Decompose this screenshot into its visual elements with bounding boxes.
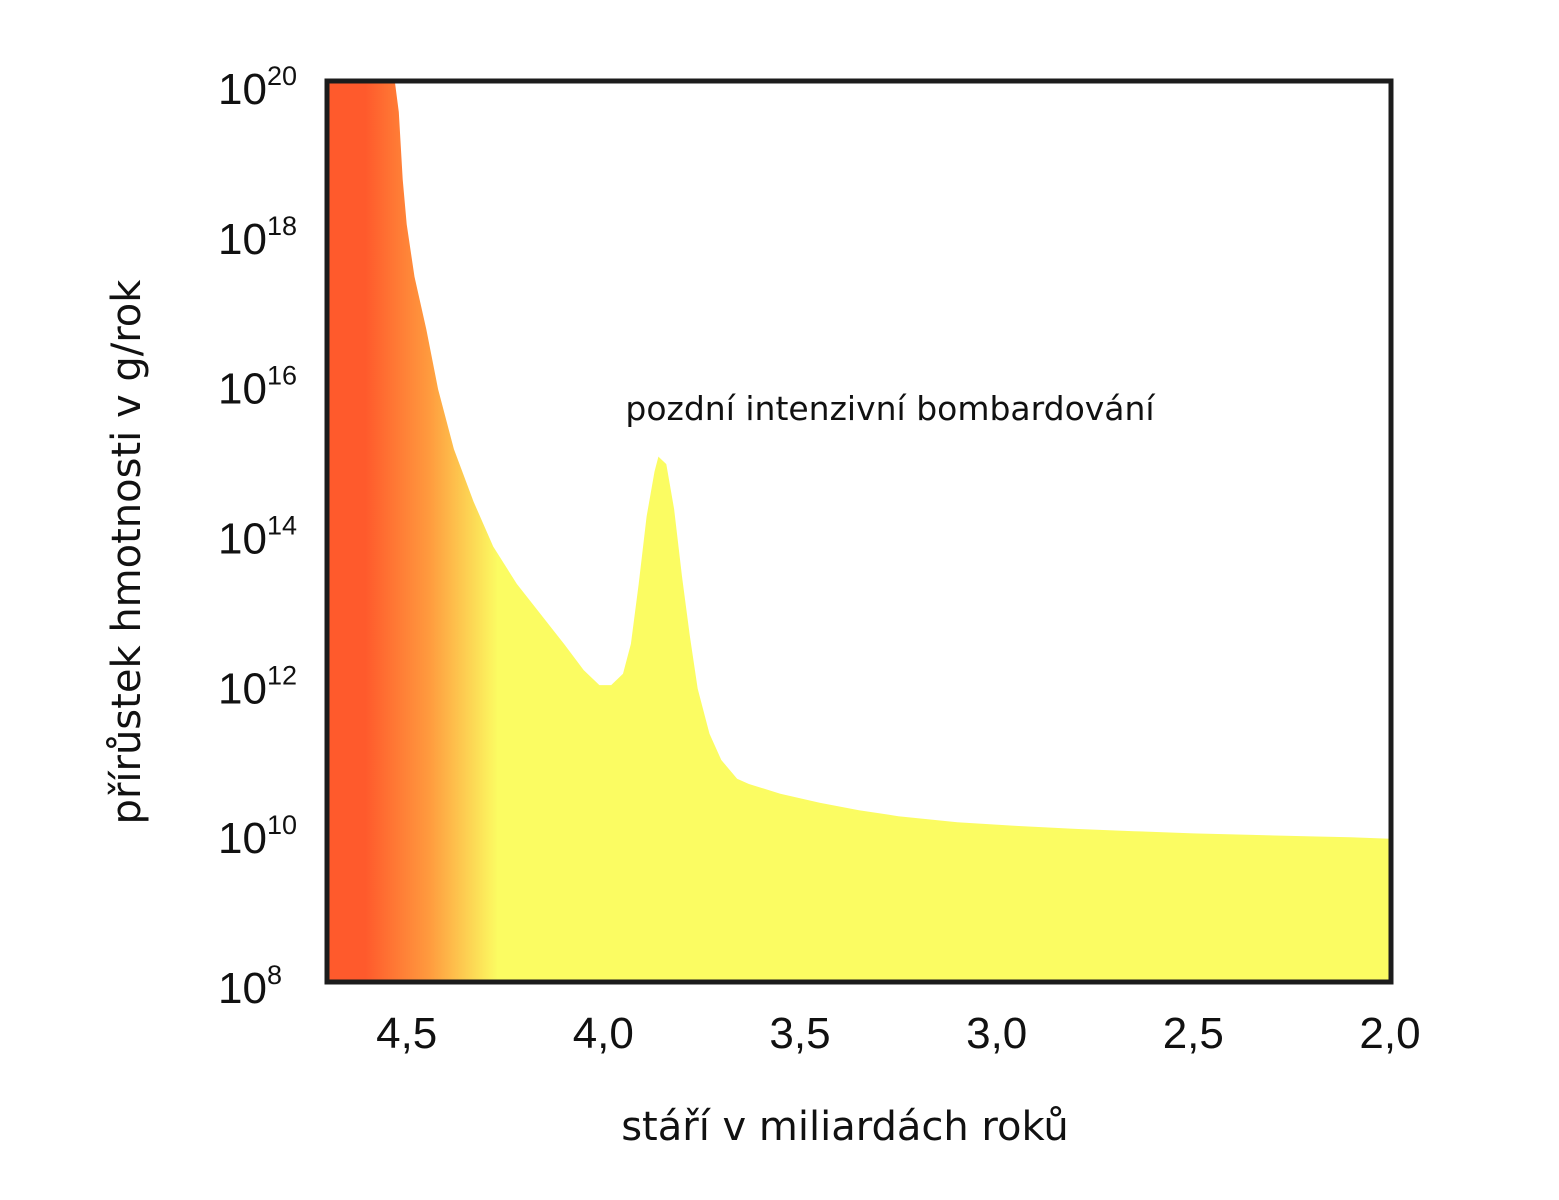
y-tick-base: 10 bbox=[218, 215, 267, 264]
y-tick-base: 10 bbox=[218, 365, 267, 414]
y-tick-exponent: 18 bbox=[267, 211, 297, 241]
x-tick-label: 4,5 bbox=[376, 1009, 437, 1058]
y-tick-label: 1016 bbox=[218, 361, 297, 414]
y-tick-exponent: 10 bbox=[267, 810, 297, 840]
x-tick-label: 2,5 bbox=[1163, 1009, 1224, 1058]
y-tick-exponent: 8 bbox=[267, 960, 282, 990]
y-tick-exponent: 16 bbox=[267, 361, 297, 391]
y-tick-exponent: 12 bbox=[267, 660, 297, 690]
x-axis-label: stáří v miliardách roků bbox=[621, 1104, 1069, 1150]
y-tick-base: 10 bbox=[218, 814, 267, 863]
x-tick-label: 2,0 bbox=[1359, 1009, 1420, 1058]
x-tick-label: 3,5 bbox=[769, 1009, 830, 1058]
y-tick-exponent: 20 bbox=[267, 61, 297, 91]
plot-frame bbox=[324, 78, 1394, 985]
y-axis-label: přírůstek hmotnosti v g/rok bbox=[104, 279, 150, 825]
x-tick-label: 4,0 bbox=[573, 1009, 634, 1058]
plot-area bbox=[328, 82, 1390, 981]
x-axis-tick-labels: 4,5 4,0 3,5 3,0 2,5 2,0 bbox=[376, 1009, 1420, 1058]
y-tick-base: 10 bbox=[218, 65, 267, 114]
y-tick-base: 10 bbox=[218, 515, 267, 564]
accretion-area bbox=[328, 82, 1390, 981]
y-tick-label: 1012 bbox=[218, 660, 297, 713]
y-tick-base: 10 bbox=[218, 964, 267, 1013]
y-tick-label: 1010 bbox=[218, 810, 297, 863]
y-tick-label: 1020 bbox=[218, 61, 297, 114]
y-tick-label: 1014 bbox=[218, 511, 297, 564]
y-tick-label: 1018 bbox=[218, 211, 297, 264]
annotation-late-heavy-bombardment: pozdní intenzivní bombardování bbox=[625, 389, 1156, 428]
y-tick-label: 108 bbox=[218, 960, 282, 1013]
y-tick-base: 10 bbox=[218, 664, 267, 713]
x-tick-label: 3,0 bbox=[966, 1009, 1027, 1058]
y-tick-exponent: 14 bbox=[267, 511, 297, 541]
